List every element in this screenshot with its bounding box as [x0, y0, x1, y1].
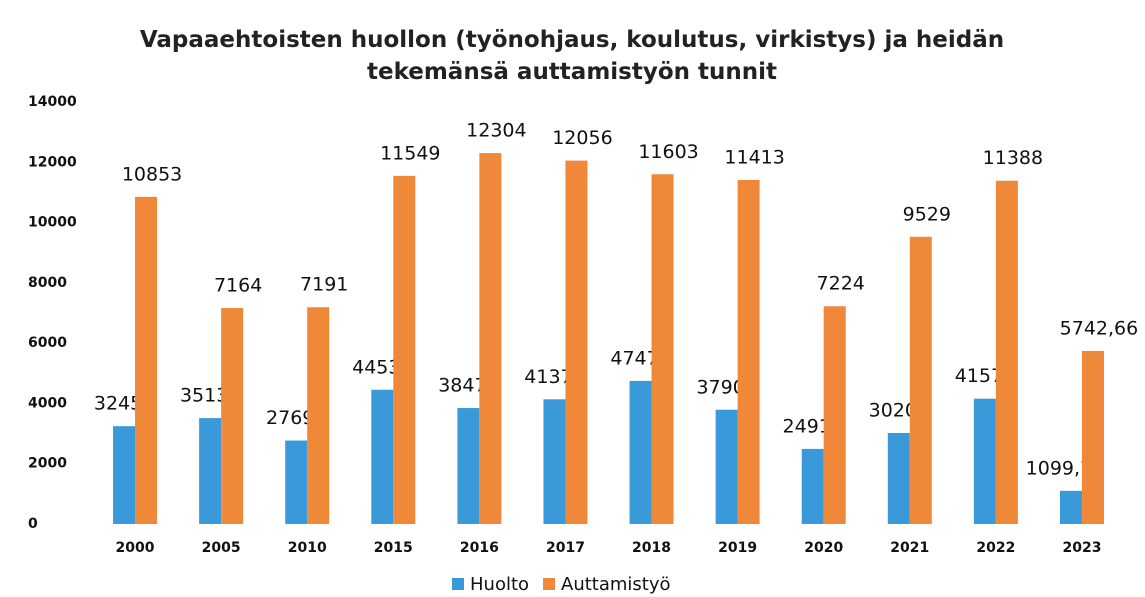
x-tick-label: 2021 [890, 540, 929, 556]
data-label: 9529 [903, 203, 951, 225]
data-label: 4453 [352, 356, 400, 378]
legend-label: Auttamistyö [561, 574, 671, 595]
data-label: 11549 [380, 142, 440, 164]
data-label: 11603 [638, 141, 698, 163]
y-tick-label: 4000 [28, 395, 67, 411]
bar [371, 389, 394, 524]
data-label: 11413 [724, 146, 784, 168]
y-tick-label: 0 [28, 516, 38, 532]
bar [221, 308, 244, 524]
y-tick-label: 10000 [28, 215, 77, 231]
bar [285, 440, 308, 524]
y-tick-label: 14000 [28, 94, 77, 110]
data-label: 7224 [817, 273, 865, 295]
data-label: 7191 [300, 274, 348, 296]
x-tick-label: 2023 [1062, 540, 1101, 556]
y-tick-label: 6000 [28, 335, 67, 351]
data-label: 2491 [783, 415, 831, 437]
bar [565, 160, 588, 524]
data-label: 7164 [214, 275, 262, 297]
data-label: 3847 [438, 375, 486, 397]
bar [1081, 350, 1104, 524]
bar [909, 236, 932, 524]
data-label: 3513 [180, 385, 228, 407]
bar [457, 408, 480, 524]
x-tick-label: 2000 [116, 540, 155, 556]
data-label: 5742,66 [1060, 317, 1139, 339]
data-label: 4137 [524, 366, 572, 388]
bar [135, 196, 158, 525]
data-label: 3245 [94, 393, 142, 415]
bar [973, 398, 996, 524]
data-label: 2769 [266, 407, 314, 429]
data-label: 11388 [983, 147, 1043, 169]
x-tick-label: 2020 [804, 540, 843, 556]
bar [479, 153, 502, 524]
bar [801, 448, 824, 524]
x-tick-label: 2022 [976, 540, 1015, 556]
data-label: 4157 [955, 365, 1003, 387]
x-tick-label: 2015 [374, 540, 413, 556]
data-label: 3790 [696, 376, 744, 398]
bar [629, 380, 652, 524]
y-tick-label: 2000 [28, 456, 67, 472]
x-tick-label: 2010 [288, 540, 327, 556]
data-label: 12056 [552, 127, 612, 149]
x-tick-label: 2016 [460, 540, 499, 556]
bar [199, 418, 222, 524]
y-tick-label: 12000 [28, 154, 77, 170]
data-label: 10853 [122, 163, 182, 185]
bar [307, 307, 330, 524]
x-tick-label: 2019 [718, 540, 757, 556]
x-tick-label: 2017 [546, 540, 585, 556]
bar [113, 426, 136, 524]
chart-title: Vapaaehtoisten huollon (työnohjaus, koul… [139, 27, 1005, 85]
legend-swatch [452, 578, 464, 590]
data-label: 3020 [869, 399, 917, 421]
bar [995, 180, 1018, 524]
bar [823, 306, 846, 524]
legend-swatch [543, 578, 556, 590]
x-tick-label: 2018 [632, 540, 671, 556]
bar [1059, 490, 1082, 524]
bar [543, 399, 566, 524]
bar [887, 432, 910, 524]
bar [737, 179, 760, 525]
data-label: 12304 [466, 120, 526, 142]
bar [715, 409, 738, 524]
data-label: 4747 [610, 347, 658, 369]
bar [393, 175, 416, 525]
bar [651, 174, 674, 524]
legend-label: Huolto [470, 574, 529, 595]
x-tick-label: 2005 [202, 540, 241, 556]
y-tick-label: 8000 [28, 275, 67, 291]
